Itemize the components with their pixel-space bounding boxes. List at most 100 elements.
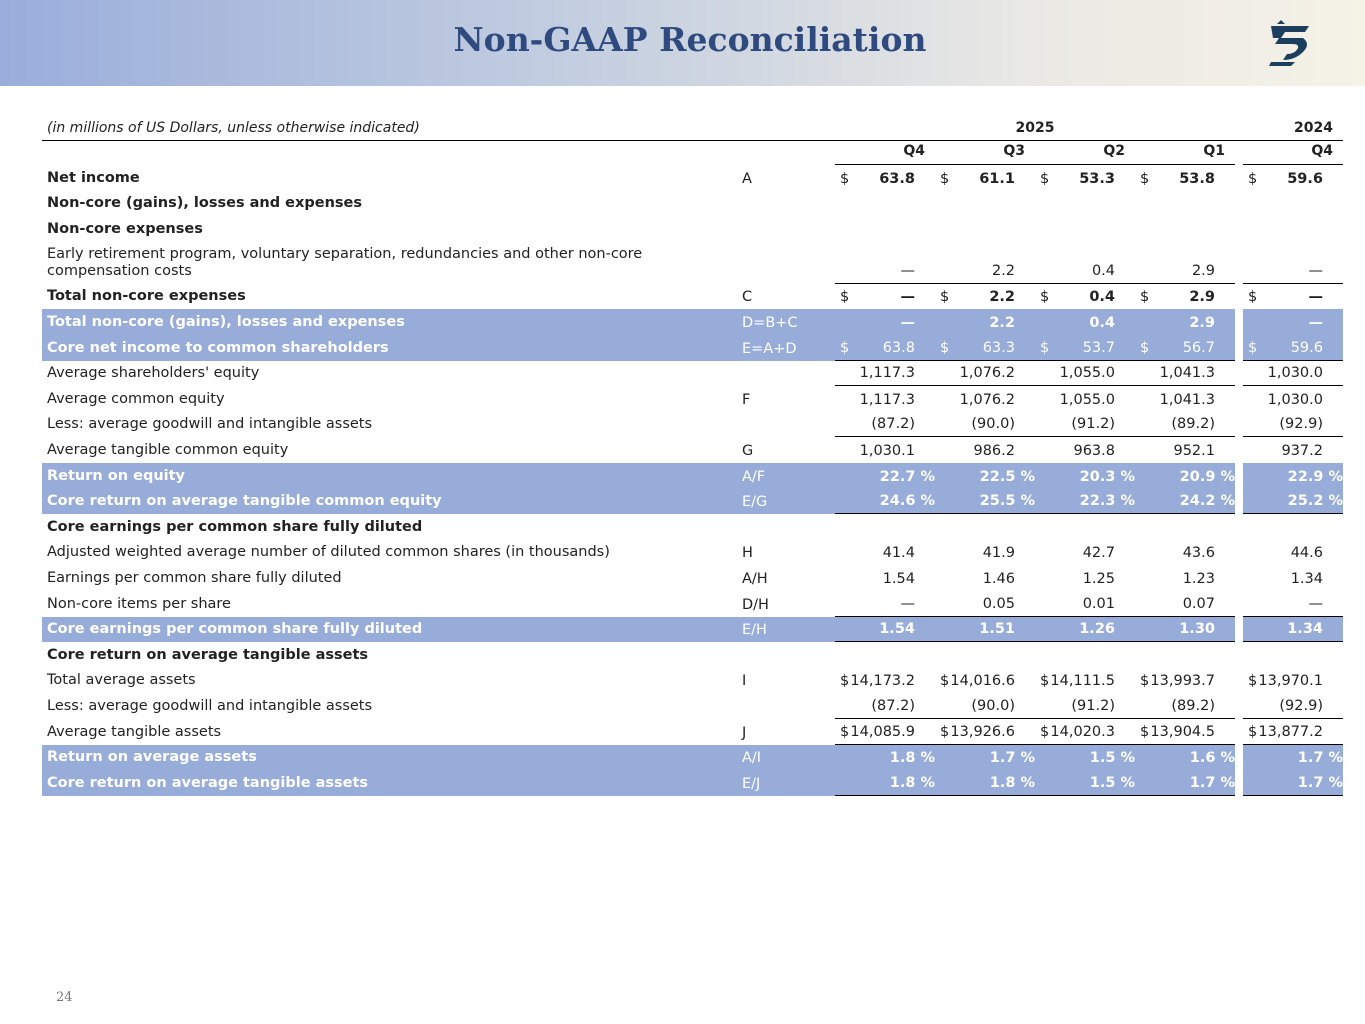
value: 1,030.1 xyxy=(859,442,915,459)
value: 963.8 xyxy=(1073,442,1115,459)
value: (87.2) xyxy=(871,697,915,714)
cell-box: — xyxy=(835,242,935,284)
value: 24.6 % xyxy=(879,493,935,510)
value: 14,016.6 xyxy=(950,673,1015,690)
cell-box: $ — xyxy=(1243,284,1343,310)
value: 2.2 xyxy=(989,289,1015,306)
value: 22.5 % xyxy=(979,468,1035,485)
cell-box: 1,076.2 xyxy=(935,386,1035,412)
value: 1.7 % xyxy=(989,750,1035,767)
value: 1.7 % xyxy=(1297,750,1343,767)
rule xyxy=(42,140,1343,141)
currency: $ xyxy=(940,673,950,690)
cell-box: 1.6 % xyxy=(1135,745,1235,771)
value: (91.2) xyxy=(1071,416,1115,433)
value: (87.2) xyxy=(871,416,915,433)
cell-box: — xyxy=(1243,242,1343,284)
gap xyxy=(1235,488,1243,515)
cell-box: 1,076.2 xyxy=(935,361,1035,387)
value: 41.9 xyxy=(982,545,1015,562)
value: 0.07 xyxy=(1182,595,1215,612)
value: — xyxy=(1308,289,1324,306)
cell-box: $59.6 xyxy=(1243,335,1343,361)
cell-box: 0.07 xyxy=(1135,591,1235,617)
cell-box: 25.2 % xyxy=(1243,489,1343,515)
value: 0.01 xyxy=(1082,595,1115,612)
value: 2.9 xyxy=(1189,314,1215,331)
row-label: Average tangible assets xyxy=(47,723,222,740)
cell-box: 20.9 % xyxy=(1135,463,1235,489)
row-label: Non-core expenses xyxy=(47,220,203,237)
cell-box: 1.25 xyxy=(1035,565,1135,591)
cell-box: 1.7 % xyxy=(935,745,1035,771)
table-row: Non-core (gains), losses and expenses xyxy=(42,191,1343,217)
value: 63.3 xyxy=(982,339,1015,356)
value: 44.6 xyxy=(1290,545,1323,562)
cell-box: 1.34 xyxy=(1243,617,1343,643)
page-number: 24 xyxy=(56,990,73,1005)
value: 13,970.1 xyxy=(1258,673,1323,690)
value: 937.2 xyxy=(1281,442,1323,459)
value: 1,055.0 xyxy=(1059,365,1115,382)
row-code: E/J xyxy=(742,775,761,792)
row-code: A/I xyxy=(742,750,762,767)
row-code: A/F xyxy=(742,468,766,485)
value: 1.8 % xyxy=(889,774,935,791)
currency: $ xyxy=(1140,723,1150,740)
value: 2.2 xyxy=(989,314,1015,331)
value: 43.6 xyxy=(1182,545,1215,562)
currency: $ xyxy=(1248,289,1258,306)
table-row: Total non-core (gains), losses and expen… xyxy=(42,309,1343,335)
value: 0.4 xyxy=(1089,314,1115,331)
currency: $ xyxy=(1140,673,1150,690)
row-label: Core earnings per common share fully dil… xyxy=(47,518,423,535)
row-label: Core earnings per common share fully dil… xyxy=(47,621,423,638)
table-row: Average shareholders' equity 1,117.3 1,076… xyxy=(42,361,1343,387)
value: 1.5 % xyxy=(1089,774,1135,791)
cell-box: (90.0) xyxy=(935,412,1035,438)
row-label: Less: average goodwill and intangible as… xyxy=(47,416,373,433)
cell-box: 0.05 xyxy=(935,591,1035,617)
cell-box: — xyxy=(1243,309,1343,335)
value: 14,020.3 xyxy=(1050,723,1115,740)
cell-box: $2.2 xyxy=(935,284,1035,310)
cell-box: 22.7 % xyxy=(835,463,935,489)
value: 1.23 xyxy=(1182,570,1215,587)
value: 13,877.2 xyxy=(1258,723,1323,740)
cell-box: 1.7 % xyxy=(1243,770,1343,796)
value: 13,926.6 xyxy=(950,723,1015,740)
cell-box: — xyxy=(835,309,935,335)
cell-box: 24.2 % xyxy=(1135,489,1235,515)
cell-box: (91.2) xyxy=(1035,412,1135,438)
cell-box: $63.3 xyxy=(935,335,1035,361)
cell-box: 2.2 xyxy=(935,309,1035,335)
cell-box: $59.6 xyxy=(1243,165,1343,191)
year: 2024 xyxy=(1294,120,1333,136)
table-row: Non-core items per share D/H — 0.05 0.01 0.07… xyxy=(42,591,1343,617)
cell-box: 1.51 xyxy=(935,617,1035,643)
quarter: Q2 xyxy=(1035,143,1135,165)
cell-box: 986.2 xyxy=(935,437,1035,463)
gap xyxy=(1235,744,1243,771)
cell-box: $13,970.1 xyxy=(1243,668,1343,694)
cell-box: 1,030.0 xyxy=(1243,386,1343,412)
cell-box: (92.9) xyxy=(1243,693,1343,719)
value: 2.2 xyxy=(991,262,1015,279)
row-label: Total non-core expenses xyxy=(47,288,246,305)
value: 1.26 xyxy=(1079,621,1115,638)
row-code: J xyxy=(742,724,747,741)
value: (91.2) xyxy=(1071,697,1115,714)
cell-box: 1.8 % xyxy=(835,745,935,771)
cell-box: $14,173.2 xyxy=(835,668,935,694)
value: — xyxy=(1308,262,1324,279)
value: 1.7 % xyxy=(1297,774,1343,791)
gap xyxy=(1235,309,1243,335)
table-row: Earnings per common share fully diluted A… xyxy=(42,565,1343,591)
currency: $ xyxy=(840,723,850,740)
value: 14,173.2 xyxy=(850,673,915,690)
cell-box: 1.5 % xyxy=(1035,770,1135,796)
table-row: Core earnings per common share fully dil… xyxy=(42,616,1343,643)
cell-box: 24.6 % xyxy=(835,489,935,515)
table-row: Less: average goodwill and intangible as… xyxy=(42,412,1343,438)
cell-box: 1.30 xyxy=(1135,617,1235,643)
